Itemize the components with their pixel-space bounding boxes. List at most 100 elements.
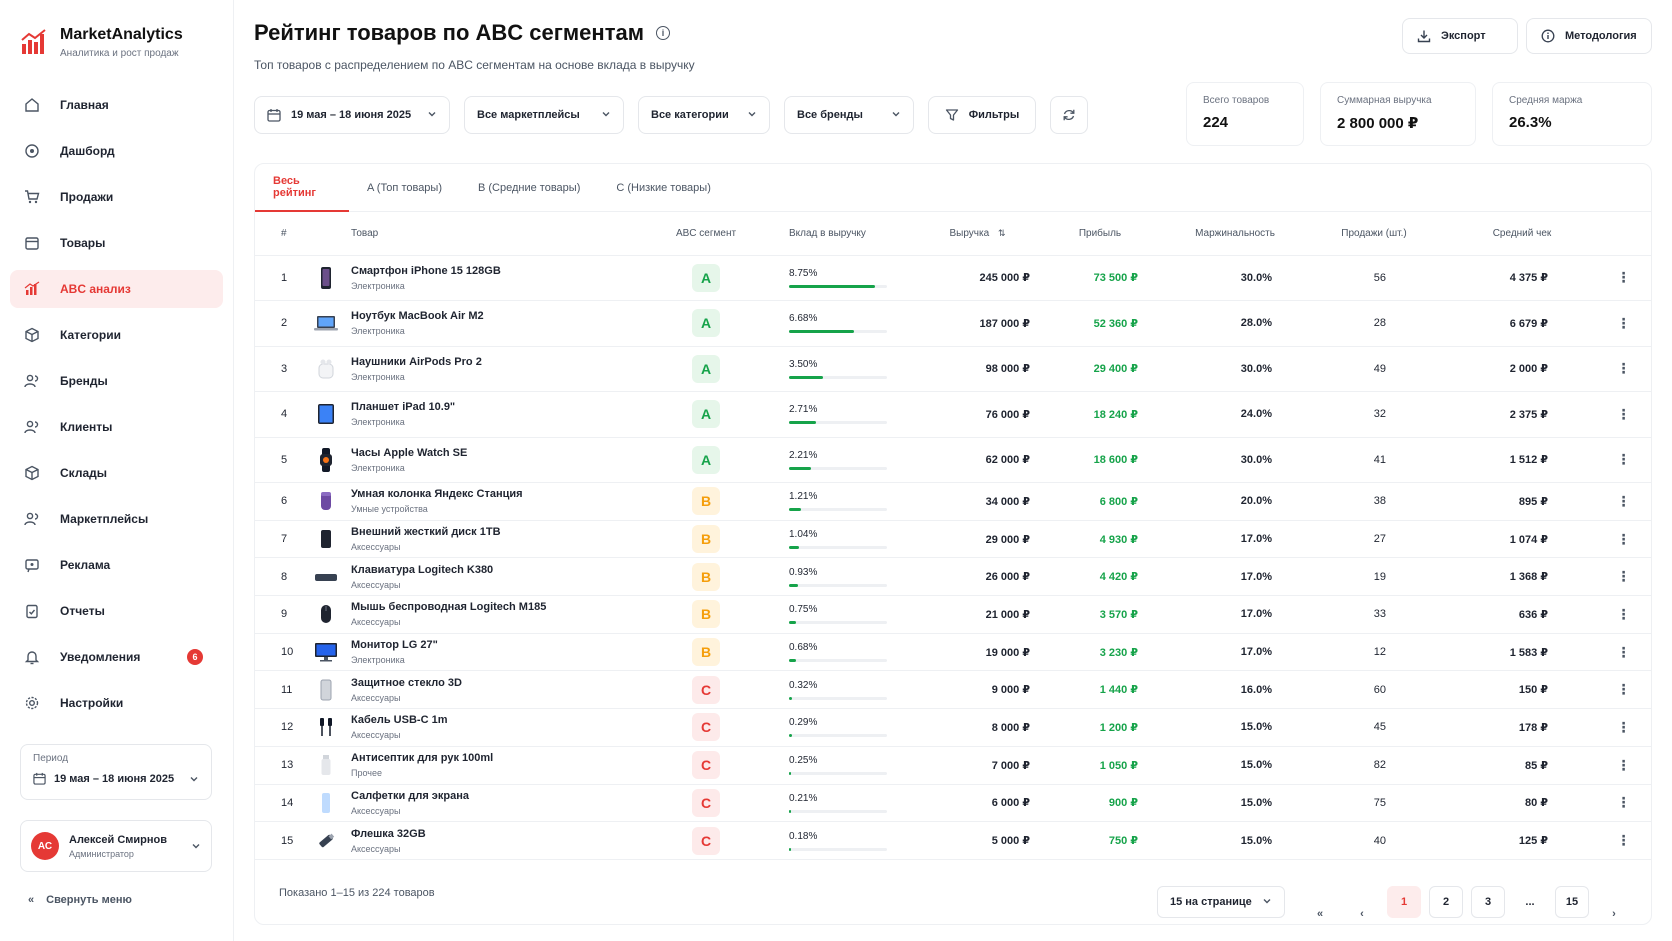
collapse-menu-button[interactable]: « Свернуть меню (28, 894, 132, 906)
product-name[interactable]: Умная колонка Яндекс Станция (351, 488, 523, 501)
product-name[interactable]: Планшет iPad 10.9" (351, 401, 456, 414)
page-button[interactable]: 3 (1471, 886, 1505, 918)
product-name[interactable]: Смартфон iPhone 15 128GB (351, 264, 501, 277)
sidebar-item-4[interactable]: ABC анализ (10, 270, 223, 308)
table-row[interactable]: 8 Клавиатура Logitech K380 Аксессуары B 0.93… (255, 557, 1651, 597)
sidebar-item-1[interactable]: Дашборд (10, 132, 223, 170)
sidebar: MarketAnalytics Аналитика и рост продаж … (0, 0, 234, 941)
product-name[interactable]: Защитное стекло 3D (351, 676, 462, 689)
date-range-dropdown[interactable]: 19 мая – 18 июня 2025 (254, 96, 450, 134)
product-name[interactable]: Кабель USB-C 1m (351, 714, 448, 727)
more-vertical-icon[interactable]: ⋮ (1616, 405, 1631, 422)
product-name[interactable]: Монитор LG 27" (351, 639, 438, 652)
next-page-button[interactable]: › (1597, 898, 1631, 930)
filters-button[interactable]: Фильтры (928, 96, 1036, 134)
page-button[interactable]: 1 (1387, 886, 1421, 918)
table-row[interactable]: 3 Наушники AirPods Pro 2 Электроника A 3.50%… (255, 346, 1651, 392)
sidebar-item-8[interactable]: Склады (10, 454, 223, 492)
product-name[interactable]: Ноутбук MacBook Air M2 (351, 310, 484, 323)
sidebar-item-9[interactable]: Маркетплейсы (10, 500, 223, 538)
revenue-share-bar (789, 546, 887, 550)
table-row[interactable]: 4 Планшет iPad 10.9" Электроника A 2.71% 76 0… (255, 391, 1651, 438)
table-row[interactable]: 6 Умная колонка Яндекс Станция Умные устро… (255, 482, 1651, 521)
product-name[interactable]: Флешка 32GB (351, 827, 426, 840)
product-name[interactable]: Часы Apple Watch SE (351, 446, 468, 459)
product-name[interactable]: Антисептик для рук 100ml (351, 752, 494, 765)
brand[interactable]: MarketAnalytics Аналитика и рост продаж (0, 0, 233, 62)
product-name[interactable]: Внешний жесткий диск 1TB (351, 526, 501, 539)
product-name[interactable]: Клавиатура Logitech K380 (351, 563, 494, 576)
prev-page-button[interactable]: ‹ (1345, 898, 1379, 930)
sort-icon[interactable]: ⇅ (997, 227, 1006, 238)
table-row[interactable]: 2 Ноутбук MacBook Air M2 Электроника A 6.68%… (255, 300, 1651, 347)
sidebar-item-7[interactable]: Клиенты (10, 408, 223, 446)
sidebar-item-13[interactable]: Настройки (10, 684, 223, 722)
tab-segment-b[interactable]: B (Средние товары) (478, 182, 581, 194)
revenue-cell: 26 000 ₽ (925, 557, 1030, 597)
sidebar-item-12[interactable]: Уведомления 6 (10, 638, 223, 676)
export-button[interactable]: Экспорт (1402, 18, 1518, 54)
marketplaces-dropdown[interactable]: Все маркетплейсы (464, 96, 624, 134)
product-category: Аксессуары (351, 617, 401, 628)
table-row[interactable]: 9 Мышь беспроводная Logitech M185 Аксессуа… (255, 595, 1651, 634)
more-vertical-icon[interactable]: ⋮ (1616, 360, 1631, 377)
profit-cell: 6 800 ₽ (1030, 482, 1170, 521)
more-vertical-icon[interactable]: ⋮ (1616, 568, 1631, 585)
page-subtitle: Топ товаров с распределением по ABC сегм… (254, 58, 695, 72)
sidebar-item-5[interactable]: Категории (10, 316, 223, 354)
more-vertical-icon[interactable]: ⋮ (1616, 794, 1631, 811)
product-name[interactable]: Наушники AirPods Pro 2 (351, 355, 482, 368)
more-vertical-icon[interactable]: ⋮ (1616, 605, 1631, 622)
refresh-button[interactable] (1050, 96, 1088, 134)
more-vertical-icon[interactable]: ⋮ (1616, 530, 1631, 547)
page-button[interactable]: 15 (1555, 886, 1589, 918)
product-name[interactable]: Салфетки для экрана (351, 789, 469, 802)
table-row[interactable]: 15 Флешка 32GB Аксессуары C 0.18% 5 000 ₽750 … (255, 821, 1651, 860)
sidebar-item-3[interactable]: Товары (10, 224, 223, 262)
categories-dropdown[interactable]: Все категории (638, 96, 770, 134)
more-vertical-icon[interactable]: ⋮ (1616, 451, 1631, 468)
tab-segment-a[interactable]: A (Топ товары) (367, 182, 442, 194)
more-vertical-icon[interactable]: ⋮ (1616, 832, 1631, 849)
more-vertical-icon[interactable]: ⋮ (1616, 492, 1631, 509)
revenue-share-bar (789, 772, 887, 776)
user-menu[interactable]: АС Алексей Смирнов Администратор (20, 820, 212, 872)
sidebar-item-label: Клиенты (60, 420, 113, 434)
mouse-icon (313, 601, 339, 627)
segment-badge: B (692, 638, 720, 667)
col-revenue[interactable]: Выручка ⇅ (925, 212, 1030, 256)
per-page-dropdown[interactable]: 15 на странице (1157, 886, 1285, 918)
more-vertical-icon[interactable]: ⋮ (1616, 756, 1631, 773)
more-vertical-icon[interactable]: ⋮ (1616, 314, 1631, 331)
info-icon[interactable]: i (655, 26, 670, 40)
table-row[interactable]: 5 Часы Apple Watch SE Электроника A 2.21% 62 … (255, 437, 1651, 483)
period-selector[interactable]: Период 19 мая – 18 июня 2025 (20, 744, 212, 800)
cable-icon (313, 714, 339, 740)
app-tagline: Аналитика и рост продаж (60, 47, 179, 59)
more-vertical-icon[interactable]: ⋮ (1616, 643, 1631, 660)
sidebar-item-11[interactable]: Отчеты (10, 592, 223, 630)
tab-all[interactable]: Весь рейтинг (255, 164, 349, 212)
more-vertical-icon[interactable]: ⋮ (1616, 681, 1631, 698)
tab-segment-c[interactable]: C (Низкие товары) (616, 182, 711, 194)
revenue-share-fill (789, 421, 816, 425)
methodology-button[interactable]: Методология (1526, 18, 1652, 54)
page-button[interactable]: 2 (1429, 886, 1463, 918)
sidebar-item-10[interactable]: Реклама (10, 546, 223, 584)
table-row[interactable]: 11 Защитное стекло 3D Аксессуары C 0.32% 9 00… (255, 670, 1651, 710)
product-name[interactable]: Мышь беспроводная Logitech M185 (351, 601, 547, 614)
sidebar-item-2[interactable]: Продажи (10, 178, 223, 216)
table-row[interactable]: 7 Внешний жесткий диск 1TB Аксессуары B 1.04… (255, 520, 1651, 559)
first-page-button[interactable]: « (1303, 898, 1337, 930)
table-row[interactable]: 1 Смартфон iPhone 15 128GB Электроника A 8.7… (255, 255, 1651, 301)
more-vertical-icon[interactable]: ⋮ (1616, 718, 1631, 735)
brands-dropdown[interactable]: Все бренды (784, 96, 914, 134)
table-row[interactable]: 14 Салфетки для экрана Аксессуары C 0.21% 6 0… (255, 784, 1651, 823)
more-vertical-icon[interactable]: ⋮ (1616, 269, 1631, 286)
table-row[interactable]: 10 Монитор LG 27" Электроника B 0.68% 19 000 … (255, 633, 1651, 672)
table-row[interactable]: 13 Антисептик для рук 100ml Прочее C 0.25% 7 … (255, 746, 1651, 785)
sidebar-item-6[interactable]: Бренды (10, 362, 223, 400)
row-number: 1 (255, 255, 307, 301)
table-row[interactable]: 12 Кабель USB-C 1m Аксессуары C 0.29% 8 000 ₽… (255, 708, 1651, 747)
sidebar-item-0[interactable]: Главная (10, 86, 223, 124)
